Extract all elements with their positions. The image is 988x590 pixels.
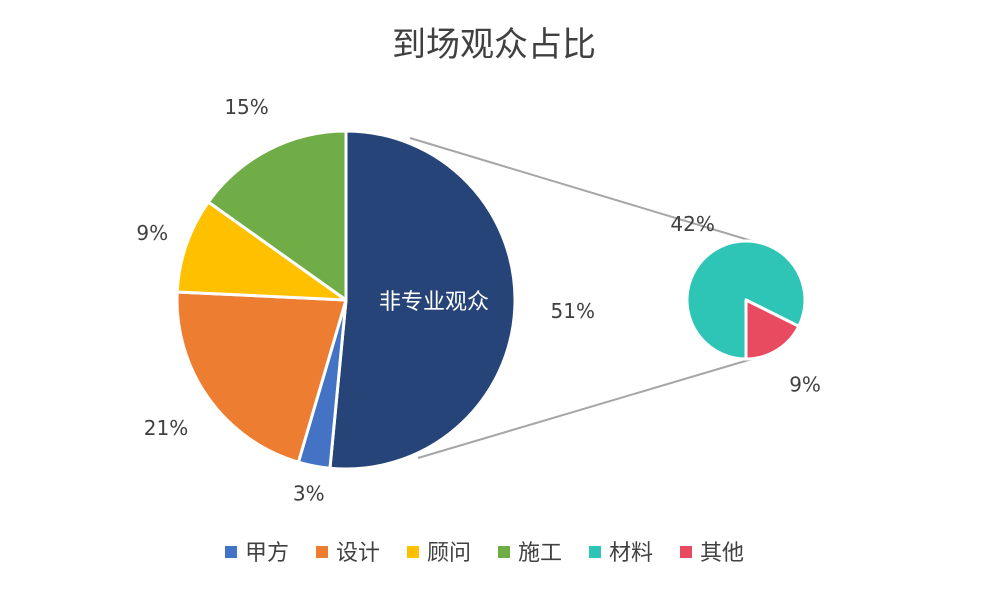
connector-line-bottom bbox=[417, 358, 753, 459]
legend-label: 顾问 bbox=[427, 541, 471, 566]
main-pie-combined-slice bbox=[328, 129, 517, 471]
connector-line-top bbox=[409, 137, 753, 242]
legend-label: 施工 bbox=[518, 541, 562, 566]
legend: 甲方 设计 顾问 施工 材料 其他 bbox=[225, 541, 744, 566]
main-pie-data-label-3: 9% bbox=[136, 221, 168, 245]
main-pie-slice-3 bbox=[175, 200, 348, 302]
secondary-pie-slice-1 bbox=[744, 298, 801, 361]
legend-item-5: 其他 bbox=[680, 541, 744, 566]
secondary-pie-data-label-0: 42% bbox=[670, 212, 714, 236]
secondary-pie-data-label-1: 9% bbox=[789, 372, 821, 396]
legend-swatch bbox=[225, 546, 237, 558]
legend-item-0: 甲方 bbox=[225, 541, 289, 566]
legend-item-1: 设计 bbox=[316, 541, 380, 566]
main-pie bbox=[175, 129, 517, 471]
legend-label: 设计 bbox=[336, 541, 380, 566]
legend-swatch bbox=[589, 546, 601, 558]
chart-title: 到场观众占比 bbox=[392, 25, 596, 65]
connector-lines bbox=[409, 137, 753, 459]
main-pie-data-label-1: 3% bbox=[293, 481, 325, 505]
legend-item-2: 顾问 bbox=[407, 541, 471, 566]
legend-swatch bbox=[498, 546, 510, 558]
legend-swatch bbox=[680, 546, 692, 558]
main-pie-slice-2 bbox=[175, 290, 348, 464]
legend-swatch bbox=[407, 546, 419, 558]
legend-label: 其他 bbox=[700, 541, 744, 566]
combined-slice-label: 非专业观众 bbox=[379, 290, 489, 315]
main-pie-slice-4 bbox=[206, 129, 348, 302]
data-labels: 非专业观众 51% 3% 21% 9% 15% 42% 9% bbox=[136, 95, 821, 505]
legend-item-3: 施工 bbox=[498, 541, 562, 566]
main-pie-data-label-2: 21% bbox=[144, 416, 188, 440]
legend-swatch bbox=[316, 546, 328, 558]
legend-label: 材料 bbox=[609, 541, 653, 566]
legend-label: 甲方 bbox=[245, 541, 289, 566]
secondary-pie bbox=[685, 239, 807, 361]
main-pie-data-label-0: 51% bbox=[551, 299, 595, 323]
legend-item-4: 材料 bbox=[589, 541, 653, 566]
main-pie-data-label-4: 15% bbox=[224, 95, 268, 119]
